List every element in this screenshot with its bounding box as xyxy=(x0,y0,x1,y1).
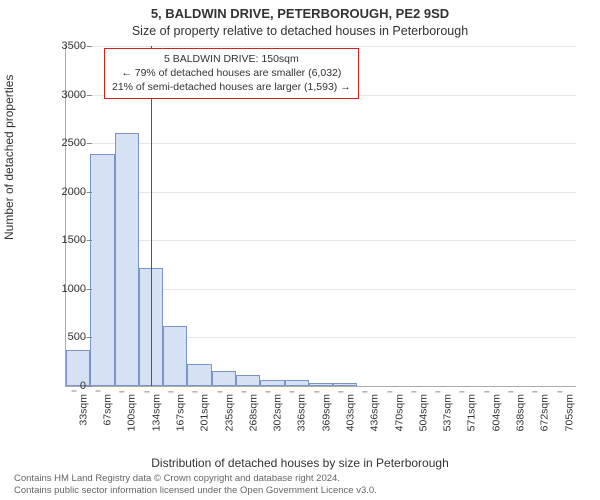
y-axis-label: Number of detached properties xyxy=(2,75,16,240)
x-tick: 100sqm xyxy=(126,394,138,431)
bar xyxy=(115,133,139,386)
y-tick: 2500 xyxy=(46,137,86,149)
x-tick: 67sqm xyxy=(101,394,113,426)
x-tick: 403sqm xyxy=(344,394,356,431)
x-tick: 436sqm xyxy=(369,394,381,431)
x-tick: 302sqm xyxy=(271,394,283,431)
x-tick: 268sqm xyxy=(247,394,259,431)
bar xyxy=(212,371,236,386)
bar xyxy=(90,154,114,386)
y-tick: 3500 xyxy=(46,40,86,52)
footer-line-2: Contains public sector information licen… xyxy=(14,485,586,497)
info-line-2: ← 79% of detached houses are smaller (6,… xyxy=(112,66,351,80)
info-line-1: 5 BALDWIN DRIVE: 150sqm xyxy=(112,52,351,66)
x-ticks-group: 33sqm 67sqm 100sqm 134sqm 167sqm 201sqm 235sqm… xyxy=(65,388,575,448)
y-tick: 1000 xyxy=(46,283,86,295)
bar xyxy=(309,383,333,386)
y-tick: 1500 xyxy=(46,234,86,246)
x-tick: 167sqm xyxy=(174,394,186,431)
chart-container: 5, BALDWIN DRIVE, PETERBOROUGH, PE2 9SD … xyxy=(0,0,600,500)
x-tick: 33sqm xyxy=(77,394,89,426)
info-box: 5 BALDWIN DRIVE: 150sqm ← 79% of detache… xyxy=(104,48,359,99)
x-tick: 235sqm xyxy=(223,394,235,431)
x-tick: 571sqm xyxy=(466,394,478,431)
chart-subtitle: Size of property relative to detached ho… xyxy=(0,24,600,38)
x-tick: 134sqm xyxy=(150,394,162,431)
x-axis-label: Distribution of detached houses by size … xyxy=(0,456,600,470)
x-tick: 470sqm xyxy=(393,394,405,431)
bar xyxy=(187,364,211,386)
x-tick: 504sqm xyxy=(417,394,429,431)
x-tick: 672sqm xyxy=(539,394,551,431)
bar xyxy=(163,326,187,386)
bar xyxy=(260,380,284,386)
x-tick: 604sqm xyxy=(490,394,502,431)
footer-line-1: Contains HM Land Registry data © Crown c… xyxy=(14,473,586,485)
y-tick: 500 xyxy=(46,331,86,343)
x-tick: 638sqm xyxy=(514,394,526,431)
x-tick: 336sqm xyxy=(296,394,308,431)
bar xyxy=(236,375,260,386)
y-tick: 3000 xyxy=(46,89,86,101)
bar xyxy=(285,380,309,386)
page-title: 5, BALDWIN DRIVE, PETERBOROUGH, PE2 9SD xyxy=(0,6,600,21)
info-line-3: 21% of semi-detached houses are larger (… xyxy=(112,80,351,94)
x-tick: 201sqm xyxy=(199,394,211,431)
x-tick: 537sqm xyxy=(441,394,453,431)
footer-attribution: Contains HM Land Registry data © Crown c… xyxy=(14,473,586,497)
x-tick: 369sqm xyxy=(320,394,332,431)
x-tick: 705sqm xyxy=(563,394,575,431)
plot-area: 5 BALDWIN DRIVE: 150sqm ← 79% of detache… xyxy=(65,46,576,387)
bar xyxy=(333,383,357,386)
y-tick: 2000 xyxy=(46,186,86,198)
